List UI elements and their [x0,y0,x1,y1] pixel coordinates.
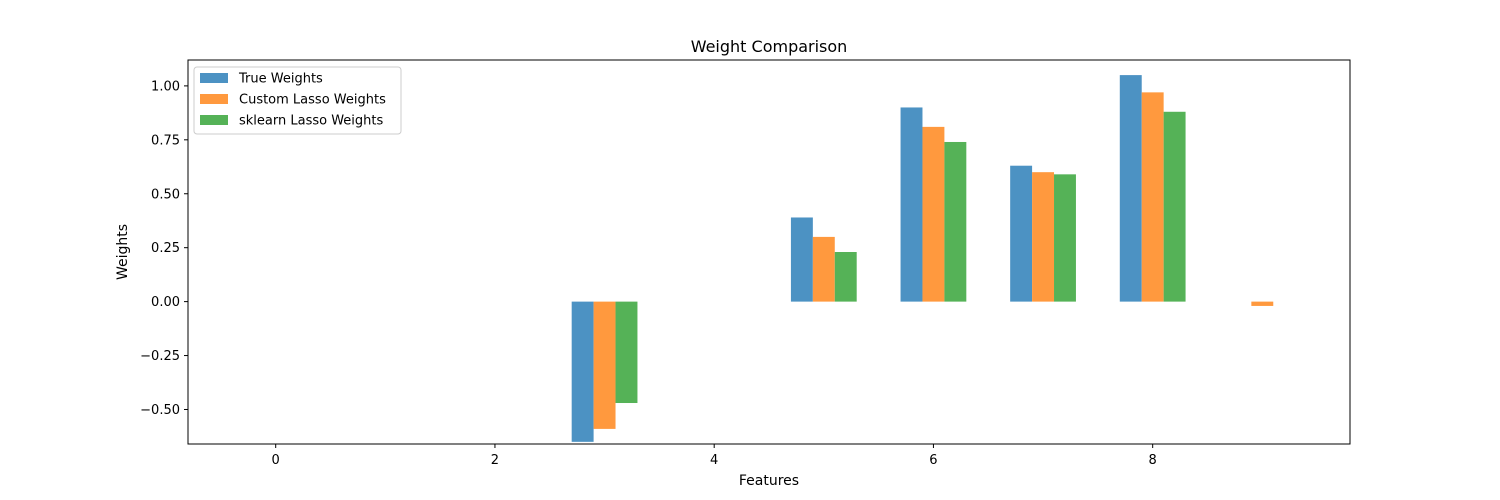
y-tick-label: 0.50 [151,187,180,202]
legend-frame [193,66,402,135]
y-tick-label: −0.50 [140,403,180,418]
legend-swatch [200,94,228,104]
bar-series-0-feature-8 [1119,75,1142,302]
bar-series-1-feature-3 [593,301,616,429]
y-tick-label: 1.00 [151,79,180,94]
x-tick-label: 2 [491,453,499,468]
x-axis-title: Features [739,473,799,489]
plot-frame [187,59,1351,445]
bar-series-2-feature-5 [834,252,857,302]
bar-series-0-feature-3 [571,301,594,442]
x-tick-label: 4 [710,453,718,468]
y-axis-title: Weights [115,224,131,280]
chart-title: Weight Comparison [691,37,848,56]
legend: True Weights Custom Lasso Weights sklearn … [193,66,402,135]
bar-series-1-feature-7 [1032,172,1055,302]
y-axis-ticks: −0.50 −0.25 0.00 0.25 0.50 0.75 1.00 [140,79,188,418]
bar-series-0-feature-7 [1010,165,1033,302]
bar-series-0-feature-5 [790,217,813,302]
bar-series-1-feature-6 [922,126,945,302]
y-tick-label: −0.25 [140,349,180,364]
bar-series-1-feature-9 [1251,301,1274,306]
legend-label: Custom Lasso Weights [239,93,386,108]
x-axis-ticks: 0 2 4 6 8 [272,444,1157,468]
y-tick-label: 0.25 [151,241,180,256]
bar-series-1-feature-8 [1141,92,1164,302]
legend-swatch [200,115,228,125]
y-tick-label: 0.75 [151,133,180,148]
bar-series-2-feature-3 [615,301,638,404]
legend-swatch [200,73,228,83]
bar-series-2-feature-7 [1054,174,1076,302]
x-tick-label: 0 [272,453,280,468]
bar-series-0-feature-6 [900,107,923,302]
legend-label: sklearn Lasso Weights [239,114,383,129]
legend-label: True Weights [238,72,323,87]
axes-layer [187,59,1351,445]
bar-series-2-feature-8 [1163,111,1186,302]
y-tick-label: 0.00 [151,295,180,310]
bar-series-1-feature-5 [812,236,835,302]
x-tick-label: 8 [1149,453,1157,468]
x-tick-label: 6 [929,453,937,468]
bars-layer [571,75,1274,442]
bar-series-2-feature-6 [944,141,967,302]
